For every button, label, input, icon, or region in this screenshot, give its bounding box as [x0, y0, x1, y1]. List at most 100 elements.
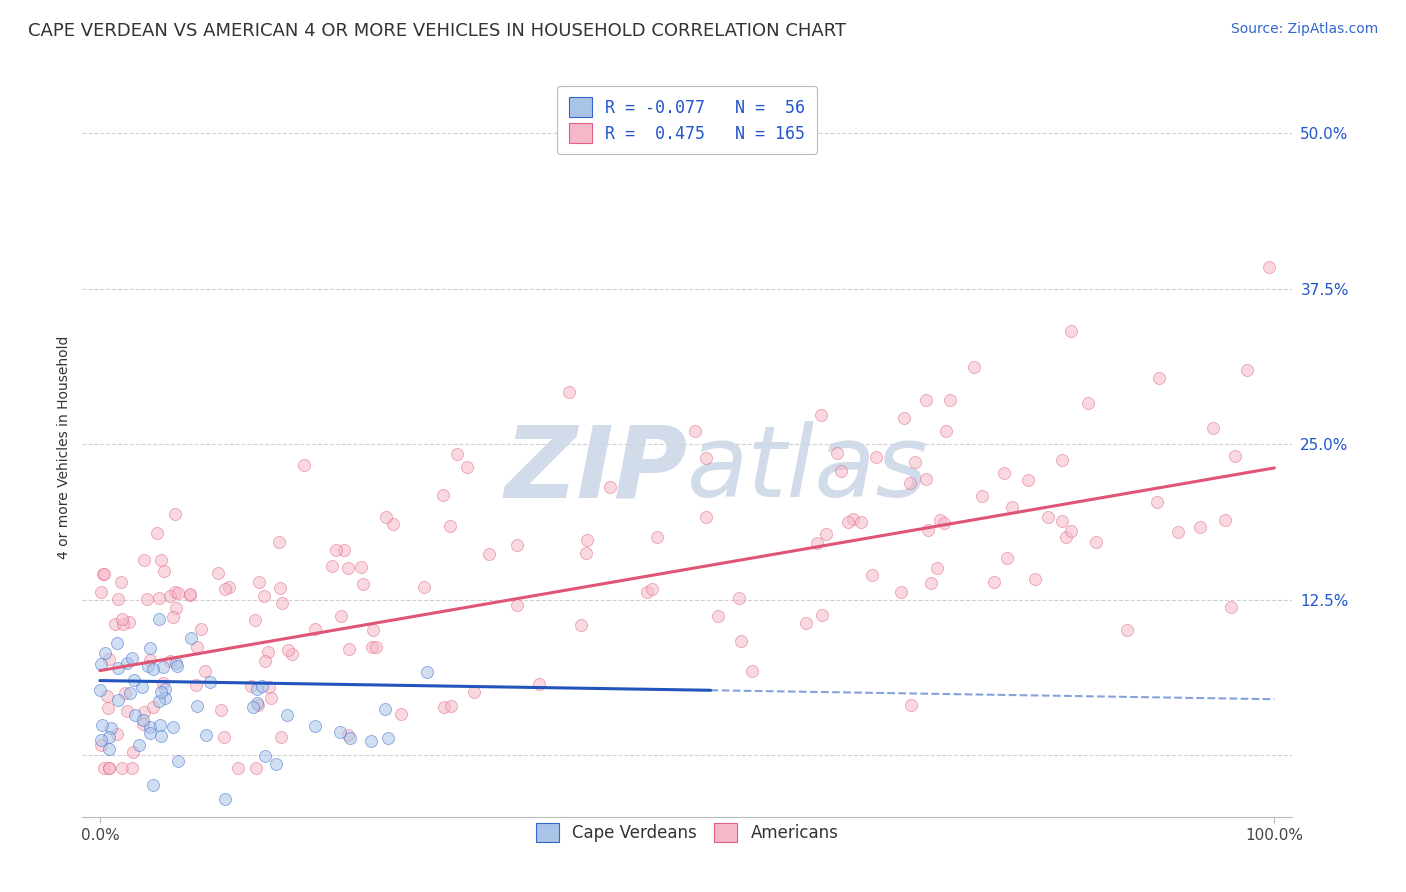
Point	[111, 761, 134, 775]
Point	[439, 519, 461, 533]
Point	[253, 748, 276, 763]
Point	[599, 480, 621, 494]
Point	[270, 730, 292, 744]
Point	[571, 618, 593, 632]
Point	[374, 702, 396, 716]
Point	[361, 640, 384, 654]
Point	[814, 527, 837, 541]
Point	[810, 408, 832, 422]
Point	[256, 645, 278, 659]
Point	[269, 581, 291, 595]
Point	[153, 564, 176, 578]
Point	[214, 582, 236, 596]
Point	[112, 616, 135, 631]
Point	[114, 686, 136, 700]
Point	[247, 574, 270, 589]
Point	[1054, 530, 1077, 544]
Point	[1060, 324, 1083, 338]
Point	[440, 698, 463, 713]
Point	[647, 530, 669, 544]
Point	[117, 704, 139, 718]
Point	[207, 566, 229, 581]
Point	[212, 730, 235, 744]
Point	[89, 683, 111, 698]
Point	[148, 693, 170, 707]
Point	[337, 728, 360, 742]
Point	[93, 567, 115, 582]
Point	[304, 622, 326, 636]
Point	[254, 654, 277, 668]
Text: ZIP: ZIP	[505, 421, 688, 518]
Point	[416, 665, 439, 679]
Text: atlas: atlas	[688, 421, 929, 518]
Point	[932, 516, 955, 531]
Point	[89, 738, 111, 752]
Point	[100, 721, 122, 735]
Point	[152, 659, 174, 673]
Point	[993, 466, 1015, 480]
Point	[162, 720, 184, 734]
Point	[139, 726, 162, 740]
Point	[972, 489, 994, 503]
Point	[97, 701, 120, 715]
Point	[184, 678, 207, 692]
Point	[152, 676, 174, 690]
Point	[329, 725, 352, 739]
Point	[243, 613, 266, 627]
Point	[1149, 371, 1171, 385]
Point	[98, 652, 121, 666]
Point	[90, 657, 112, 672]
Point	[1085, 535, 1108, 549]
Point	[1202, 421, 1225, 435]
Point	[253, 589, 276, 603]
Point	[730, 634, 752, 648]
Point	[162, 610, 184, 624]
Point	[246, 698, 269, 712]
Point	[915, 472, 938, 486]
Point	[827, 446, 849, 460]
Point	[321, 559, 343, 574]
Point	[159, 589, 181, 603]
Point	[122, 673, 145, 687]
Point	[148, 612, 170, 626]
Point	[277, 643, 299, 657]
Point	[806, 536, 828, 550]
Point	[728, 591, 751, 605]
Point	[165, 508, 187, 522]
Point	[1146, 495, 1168, 509]
Point	[136, 659, 159, 673]
Point	[179, 586, 201, 600]
Point	[837, 515, 859, 529]
Point	[339, 731, 361, 745]
Point	[794, 616, 817, 631]
Point	[366, 640, 388, 654]
Point	[641, 582, 664, 596]
Point	[695, 450, 717, 465]
Point	[527, 677, 550, 691]
Point	[91, 717, 114, 731]
Point	[917, 523, 939, 537]
Point	[904, 455, 927, 469]
Point	[138, 641, 160, 656]
Point	[159, 654, 181, 668]
Point	[963, 360, 986, 375]
Point	[1167, 524, 1189, 539]
Point	[478, 547, 501, 561]
Point	[1017, 473, 1039, 487]
Point	[94, 646, 117, 660]
Point	[179, 588, 201, 602]
Point	[860, 567, 883, 582]
Point	[97, 730, 120, 744]
Point	[90, 732, 112, 747]
Point	[118, 686, 141, 700]
Point	[107, 661, 129, 675]
Point	[381, 516, 404, 531]
Point	[707, 609, 730, 624]
Point	[1220, 599, 1243, 614]
Point	[90, 585, 112, 599]
Point	[995, 551, 1018, 566]
Point	[142, 778, 165, 792]
Point	[259, 690, 281, 705]
Point	[149, 718, 172, 732]
Point	[685, 424, 707, 438]
